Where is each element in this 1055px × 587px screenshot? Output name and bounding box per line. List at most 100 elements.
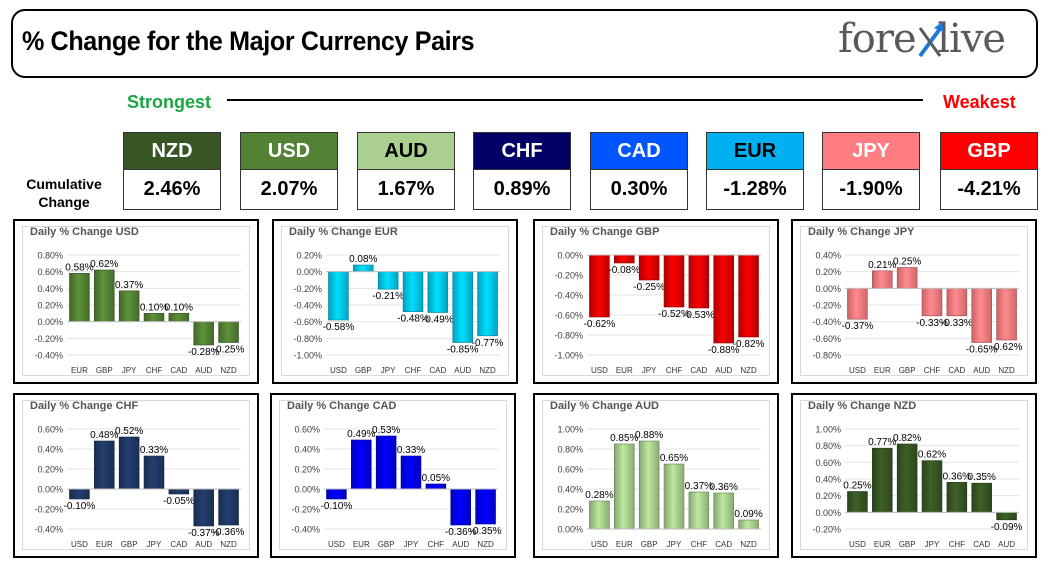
bar-jpy (143, 455, 165, 490)
data-label: 0.33% (397, 445, 425, 456)
y-tick-label: 0.40% (294, 445, 320, 455)
chart-frame (800, 226, 1028, 376)
y-tick-label: -0.20% (554, 271, 583, 281)
bar-cad (946, 288, 968, 317)
data-label: 0.36% (710, 482, 738, 493)
x-category-label: EUR (874, 366, 891, 375)
x-category-label: AUD (973, 366, 990, 375)
data-label: 0.77% (868, 437, 896, 448)
x-category-label: EUR (616, 540, 633, 549)
x-category-label: GBP (899, 366, 916, 375)
bar-eur (872, 447, 893, 513)
bar-usd (589, 500, 610, 530)
data-label: -0.37% (188, 528, 220, 539)
data-label: -0.77% (472, 338, 504, 349)
y-tick-label: -0.40% (293, 301, 322, 311)
chart-title: Daily % Change USD (30, 226, 139, 238)
bar-cad (713, 492, 734, 530)
data-label: -0.85% (447, 345, 479, 356)
y-tick-label: -0.20% (34, 334, 63, 344)
bar-nzd (738, 519, 759, 530)
x-category-label: GBP (121, 540, 138, 549)
bar-eur (351, 439, 372, 490)
x-category-label: NZD (740, 366, 757, 375)
y-tick-label: 0.40% (815, 251, 841, 261)
y-tick-label: -0.40% (554, 291, 583, 301)
bar-gbp (94, 269, 115, 322)
page-title: % Change for the Major Currency Pairs (22, 26, 475, 56)
x-category-label: CHF (428, 540, 445, 549)
currency-code: JPY (822, 132, 920, 170)
y-tick-label: 0.00% (294, 485, 320, 495)
x-category-label: GBP (96, 366, 113, 375)
y-tick-label: 0.80% (37, 251, 63, 261)
forexlive-logo: forexlive (838, 16, 1006, 62)
data-label: -0.33% (941, 318, 973, 329)
data-label: 0.49% (347, 429, 375, 440)
bar-aud (193, 321, 214, 346)
y-tick-label: 0.80% (557, 445, 583, 455)
chart-panel-2: Daily % Change GBP 0.00% -0.20% -0.40% -0.60… (533, 219, 779, 384)
data-label: -0.33% (916, 318, 948, 329)
bar-chart: 0.80% 0.60% 0.40% 0.20% 0.00% -0.20% -0.40% 0.5… (34, 251, 244, 376)
bar-eur (69, 273, 90, 322)
bar-chart: 1.00% 0.80% 0.60% 0.40% 0.20% 0.00% -0.20% 0.25… (812, 425, 1023, 550)
data-label: 0.88% (635, 430, 663, 441)
x-category-label: USD (330, 366, 347, 375)
x-category-label: JPY (642, 366, 657, 375)
x-category-label: NZD (220, 366, 237, 375)
data-label: 0.37% (115, 280, 143, 291)
y-tick-label: 0.00% (37, 485, 63, 495)
data-label: -0.10% (321, 501, 353, 512)
x-category-label: USD (591, 540, 608, 549)
bar-chf (921, 288, 943, 317)
currency-code: NZD (123, 132, 221, 170)
data-label: 0.09% (734, 509, 762, 520)
x-category-label: EUR (96, 540, 113, 549)
data-label: -0.53% (683, 310, 715, 321)
y-tick-label: 0.00% (557, 251, 583, 261)
bar-cad (688, 254, 710, 309)
data-label: 0.53% (372, 425, 400, 436)
data-label: 0.25% (893, 257, 921, 268)
x-category-label: EUR (616, 366, 633, 375)
bar-usd (589, 254, 610, 318)
data-label: 0.05% (422, 473, 450, 484)
y-tick-label: 0.20% (296, 251, 322, 261)
logo-text-right: live (937, 16, 1006, 62)
x-category-label: CHF (666, 366, 683, 375)
data-label: -0.36% (445, 527, 477, 538)
x-category-label: NZD (477, 540, 494, 549)
x-category-label: EUR (71, 366, 88, 375)
x-category-label: NZD (740, 540, 757, 549)
data-label: 0.08% (349, 254, 377, 265)
y-tick-label: 0.60% (37, 425, 63, 435)
x-category-label: CAD (973, 540, 990, 549)
chart-title: Daily % Change NZD (808, 400, 917, 412)
x-category-label: GBP (641, 540, 658, 549)
cumulative-change-value: 2.07% (240, 170, 338, 210)
strongest-label: Strongest (127, 92, 212, 112)
bar-usd (69, 488, 90, 500)
x-category-label: NZD (479, 366, 496, 375)
data-label: -0.10% (64, 501, 96, 512)
x-category-label: AUD (195, 366, 212, 375)
chart-panel-3: Daily % Change JPY 0.40% 0.20% 0.00% -0.20% -… (791, 219, 1037, 384)
y-tick-label: -1.00% (293, 351, 322, 361)
data-label: -0.09% (991, 522, 1023, 533)
bar-nzd (475, 488, 496, 525)
x-category-label: CAD (170, 366, 187, 375)
data-label: -0.08% (608, 265, 640, 276)
bar-chart: 1.00% 0.80% 0.60% 0.40% 0.20% 0.00% 0.28% USD 0.… (557, 425, 762, 550)
y-tick-label: -0.80% (554, 331, 583, 341)
cumulative-change-value: -4.21% (940, 170, 1038, 210)
cumulative-change-value: 0.89% (473, 170, 571, 210)
y-tick-label: 0.20% (557, 505, 583, 515)
chart-frame (542, 400, 770, 550)
x-category-label: CHF (949, 540, 966, 549)
x-category-label: AUD (452, 540, 469, 549)
bar-eur (94, 440, 115, 490)
x-category-label: AUD (715, 366, 732, 375)
strength-scale-line (227, 99, 923, 101)
cumulative-change-value: -1.28% (706, 170, 804, 210)
